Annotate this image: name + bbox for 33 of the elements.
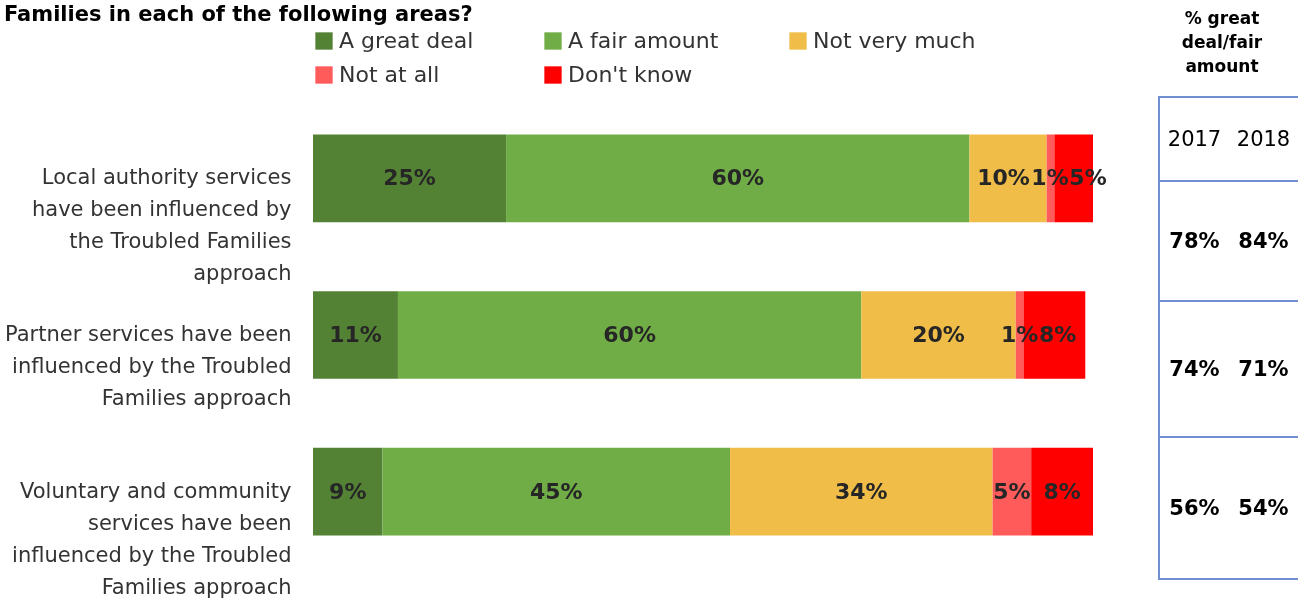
legend-label: Not at all <box>339 62 440 87</box>
chart-title: Families in each of the following areas? <box>4 2 473 26</box>
data-label: 1% <box>1031 165 1069 191</box>
table-frame: 2017 2018 78% 84% 74% 71% 56% 54% <box>1158 96 1298 580</box>
data-label: 8% <box>1038 322 1077 347</box>
data-label: 20% <box>912 322 965 347</box>
bar <box>730 447 993 536</box>
bar <box>506 134 970 223</box>
data-label: 60% <box>711 165 765 191</box>
data-label: 45% <box>529 478 583 504</box>
y-tick-label: Voluntary and community services have been influenced by the Troubled Families approach <box>12 478 292 599</box>
data-label: 34% <box>834 478 888 504</box>
text: % great deal/fair amount <box>1180 7 1264 78</box>
y-tick-label: Local authority services have been influenced by the Troubled Families approach <box>32 165 292 286</box>
data-label: 10% <box>977 165 1030 191</box>
legend-label: A great deal <box>339 28 474 53</box>
bar <box>313 447 383 536</box>
legend-label: Not very much <box>813 28 976 53</box>
bar <box>382 447 731 536</box>
data-label: 1% <box>1000 322 1039 347</box>
bar <box>1031 447 1093 536</box>
bar <box>313 291 398 379</box>
data-label: 9% <box>329 478 367 504</box>
legend-label: Don't know <box>568 62 693 87</box>
data-label: 25% <box>383 165 436 191</box>
bar <box>313 134 507 223</box>
data-label: 5% <box>993 478 1031 504</box>
data-label: 11% <box>329 322 382 347</box>
data-label: 60% <box>603 322 656 347</box>
bar <box>397 291 862 379</box>
y-tick-label: Partner services have been influenced by the Troubled Families approach <box>4 322 292 410</box>
data-label: 8% <box>1043 478 1081 504</box>
legend-label: A fair amount <box>568 28 719 53</box>
